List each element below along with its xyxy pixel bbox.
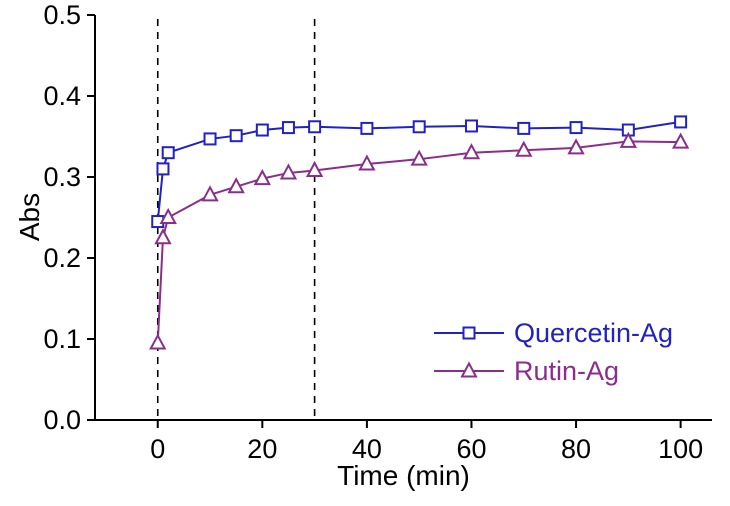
- legend: Quercetin-Ag Rutin-Ag: [432, 316, 673, 388]
- triangle-marker: [227, 177, 245, 194]
- triangle-marker: [154, 228, 172, 245]
- y-tick-label: 0.1: [43, 324, 81, 354]
- y-axis-label: Abs: [14, 192, 45, 242]
- square-marker: [203, 132, 217, 146]
- square-marker: [517, 121, 531, 135]
- square-marker: [360, 121, 374, 135]
- x-tick-label: 60: [456, 434, 486, 464]
- triangle-marker: [305, 160, 324, 178]
- y-tick-label: 0.4: [43, 81, 81, 111]
- triangle-marker-icon: [434, 361, 504, 378]
- triangle-marker: [671, 132, 690, 149]
- square-marker: [229, 129, 243, 143]
- x-axis-label: Time (min): [337, 460, 470, 491]
- square-marker-icon: [434, 326, 504, 340]
- triangle-marker: [515, 140, 533, 157]
- x-tick-label: 80: [561, 434, 591, 464]
- x-tick-label: 40: [352, 434, 382, 464]
- square-marker: [412, 120, 426, 134]
- square-marker: [156, 162, 170, 176]
- legend-item-rutin-ag: Rutin-Ag: [432, 354, 673, 388]
- triangle-marker: [619, 131, 638, 148]
- triangle-marker: [149, 333, 167, 350]
- x-tick-label: 0: [150, 434, 165, 464]
- square-marker: [161, 146, 175, 160]
- triangle-marker: [279, 163, 298, 180]
- square-marker: [308, 120, 322, 134]
- legend-label-rutin-ag: Rutin-Ag: [514, 355, 620, 386]
- legend-label-quercetin-ag: Quercetin-Ag: [514, 317, 674, 348]
- y-tick-label: 0.3: [43, 162, 81, 192]
- x-tick-label: 100: [658, 434, 703, 464]
- triangle-marker: [253, 169, 271, 186]
- series-line-rutin-ag: [156, 140, 681, 344]
- triangle-marker: [462, 143, 481, 160]
- triangle-marker: [567, 138, 585, 155]
- y-tick-label: 0.5: [43, 0, 81, 30]
- triangle-marker: [460, 361, 478, 378]
- legend-item-quercetin-ag: Quercetin-Ag: [432, 316, 673, 350]
- y-tick-label: 0.2: [43, 243, 81, 273]
- triangle-marker: [358, 154, 376, 171]
- triangle-marker: [410, 149, 428, 166]
- square-marker: [281, 121, 295, 135]
- square-marker: [569, 121, 583, 135]
- x-tick-label: 20: [247, 434, 277, 464]
- triangle-marker: [201, 185, 219, 202]
- square-marker: [674, 115, 688, 129]
- square-marker: [462, 326, 476, 340]
- triangle-marker: [159, 207, 177, 224]
- square-marker: [255, 123, 269, 137]
- square-marker: [464, 119, 478, 133]
- y-tick-label: 0.0: [43, 405, 81, 435]
